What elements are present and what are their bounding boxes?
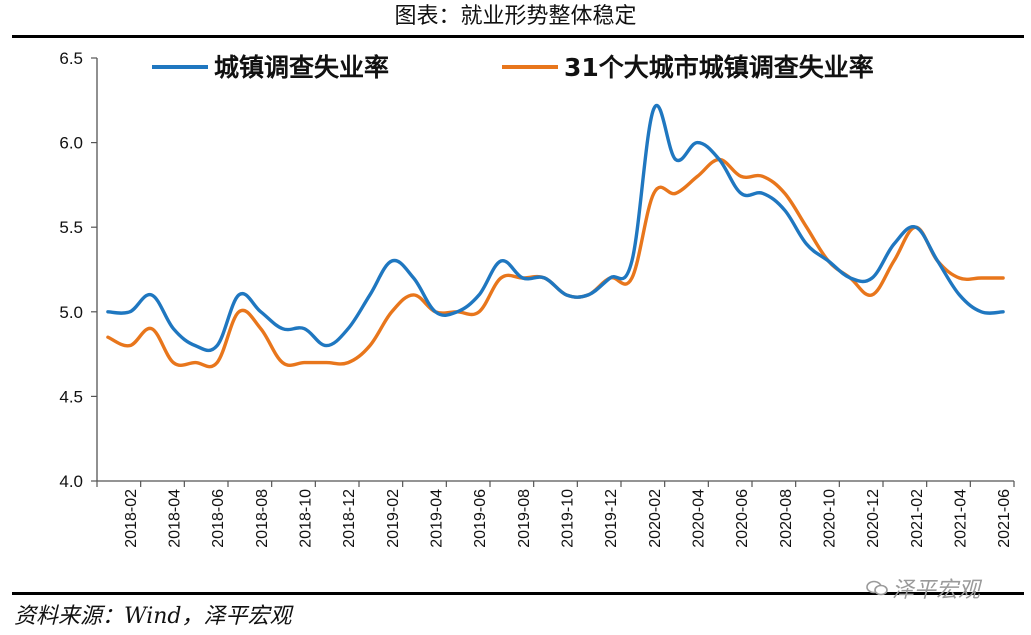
y-tick-label: 5.0	[59, 303, 83, 322]
line-chart: 4.0 4.5 5.0 5.5 6.0 6.5 2018-02 2018-04 2018-06…	[59, 49, 1015, 548]
x-tick-label: 2019-04	[428, 489, 445, 548]
watermark: 泽平宏观	[866, 572, 980, 604]
series-lines	[106, 103, 1005, 369]
x-tick-label: 2020-04	[690, 489, 707, 548]
x-tick-label: 2018-02	[123, 489, 140, 548]
y-tick-label: 4.5	[59, 387, 83, 406]
x-tick-label: 2018-10	[297, 489, 314, 548]
legend-item-31-cities: 31个大城市城镇调查失业率	[564, 53, 874, 82]
x-tick-label: 2021-04	[952, 489, 969, 548]
x-tick-label: 2019-12	[603, 489, 620, 548]
x-tick-label: 2018-12	[341, 489, 358, 548]
x-tick-label: 2020-06	[734, 489, 751, 548]
y-axis: 4.0 4.5 5.0 5.5 6.0 6.5	[59, 49, 98, 491]
watermark-text: 泽平宏观	[892, 578, 981, 603]
y-tick-label: 4.0	[59, 472, 83, 491]
x-tick-label: 2018-06	[210, 489, 227, 548]
top-rule	[12, 35, 1024, 38]
x-tick-label: 2019-02	[385, 489, 402, 548]
x-tick-label: 2021-02	[909, 489, 926, 548]
x-tick-label: 2021-06	[996, 489, 1013, 548]
x-tick-label: 2020-08	[778, 489, 795, 548]
x-tick-label: 2019-06	[472, 489, 489, 548]
x-axis: 2018-02 2018-04 2018-06 2018-08 2018-10 2018-…	[96, 480, 1015, 548]
x-tick-label: 2018-04	[166, 489, 183, 548]
wechat-icon	[866, 580, 888, 596]
source-note: 资料来源：Wind，泽平宏观	[14, 604, 292, 629]
y-tick-label: 5.5	[59, 218, 83, 237]
x-tick-label: 2018-08	[254, 489, 271, 548]
chart-title: 图表：就业形势整体稳定	[394, 4, 637, 29]
x-tick-label: 2019-10	[559, 489, 576, 548]
x-tick-label: 2019-08	[516, 489, 533, 548]
x-tick-label: 2020-10	[821, 489, 838, 548]
series-line-31-cities	[106, 157, 1005, 369]
legend: 城镇调查失业率 31个大城市城镇调查失业率	[152, 53, 874, 82]
y-tick-label: 6.0	[59, 134, 83, 153]
x-tick-label: 2020-12	[865, 489, 882, 548]
x-tick-label: 2020-02	[647, 489, 664, 548]
series-line-national	[106, 103, 1005, 353]
bottom-rule	[12, 592, 1024, 595]
y-tick-label: 6.5	[59, 49, 83, 68]
legend-item-national: 城镇调查失业率	[214, 53, 389, 82]
